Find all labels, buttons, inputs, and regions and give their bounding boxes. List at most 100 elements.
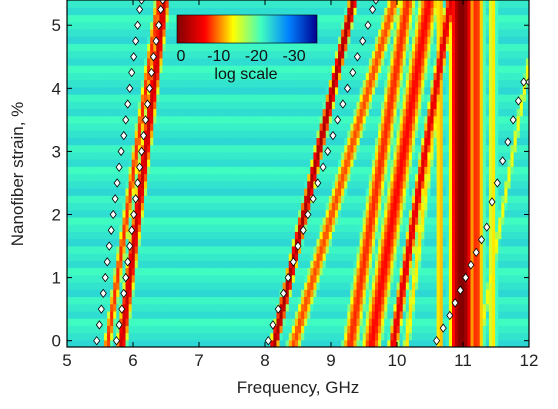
heatmap-cell <box>128 281 133 290</box>
heatmap-cell <box>519 289 524 297</box>
heatmap-cell <box>242 310 247 319</box>
heatmap-cell <box>202 231 207 240</box>
heatmap-cell <box>159 122 164 131</box>
heatmap-cell <box>205 187 210 196</box>
heatmap-cell <box>479 180 484 189</box>
heatmap-cell <box>196 130 201 138</box>
heatmap-cell <box>230 253 234 261</box>
heatmap-cell <box>458 332 462 341</box>
heatmap-cell <box>519 318 524 326</box>
heatmap-cell <box>273 187 278 196</box>
heatmap-cell <box>479 209 484 218</box>
heatmap-cell <box>70 224 74 232</box>
heatmap-cell <box>97 216 102 225</box>
heatmap-cell <box>301 332 305 341</box>
heatmap-cell <box>261 159 265 167</box>
heatmap-cell <box>242 108 247 117</box>
heatmap-cell <box>442 122 447 131</box>
heatmap-cell <box>257 318 262 326</box>
heatmap-cell <box>301 296 305 305</box>
heatmap-cell <box>177 231 182 240</box>
heatmap-cell <box>174 310 179 319</box>
heatmap-cell <box>147 173 151 182</box>
heatmap-cell <box>211 173 216 182</box>
heatmap-cell <box>393 332 398 341</box>
heatmap-cell <box>171 281 176 290</box>
heatmap-cell <box>325 122 330 131</box>
heatmap-cell <box>368 339 373 347</box>
heatmap-cell <box>88 303 93 312</box>
heatmap-cell <box>513 151 518 160</box>
heatmap-cell <box>110 289 114 297</box>
heatmap-cell <box>79 108 83 117</box>
heatmap-cell <box>331 202 336 211</box>
heatmap-cell <box>125 180 130 189</box>
heatmap-cell <box>387 224 391 232</box>
heatmap-cell <box>356 144 361 153</box>
heatmap-cell <box>159 101 164 110</box>
heatmap-cell <box>325 289 330 297</box>
heatmap-cell <box>233 260 237 269</box>
heatmap-cell <box>227 296 231 305</box>
heatmap-cell <box>214 159 219 167</box>
heatmap-cell <box>282 130 287 138</box>
heatmap-cell <box>85 209 90 218</box>
heatmap-cell <box>159 180 164 189</box>
heatmap-cell <box>147 187 151 196</box>
heatmap-cell <box>458 130 462 138</box>
heatmap-cell <box>103 130 108 138</box>
heatmap <box>67 0 529 347</box>
heatmap-cell <box>421 122 425 131</box>
heatmap-cell <box>307 332 311 341</box>
heatmap-cell <box>341 325 345 334</box>
heatmap-cell <box>196 310 201 319</box>
heatmap-cell <box>378 130 382 138</box>
heatmap-cell <box>285 151 290 160</box>
heatmap-cell <box>322 260 327 269</box>
heatmap-cell <box>381 195 385 204</box>
heatmap-cell <box>134 115 139 124</box>
heatmap-cell <box>316 224 321 232</box>
heatmap-cell <box>479 115 484 124</box>
heatmap-cell <box>433 281 438 290</box>
heatmap-cell <box>353 187 358 196</box>
heatmap-cell <box>221 144 225 153</box>
heatmap-cell <box>76 289 80 297</box>
heatmap-cell <box>356 137 361 146</box>
heatmap-cell <box>113 245 117 254</box>
heatmap-cell <box>153 303 157 312</box>
heatmap-cell <box>313 267 318 276</box>
heatmap-cell <box>304 122 308 131</box>
heatmap-cell <box>399 281 404 290</box>
heatmap-cell <box>501 166 505 175</box>
heatmap-cell <box>276 238 281 247</box>
heatmap-cell <box>140 281 145 290</box>
heatmap-cell <box>433 166 438 175</box>
heatmap-cell <box>91 231 96 240</box>
heatmap-cell <box>233 166 237 175</box>
heatmap-cell <box>230 224 234 232</box>
heatmap-cell <box>482 310 487 319</box>
heatmap-cell <box>73 238 77 247</box>
heatmap-cell <box>134 130 139 138</box>
heatmap-cell <box>338 187 342 196</box>
heatmap-cell <box>485 267 490 276</box>
heatmap-cell <box>476 180 481 189</box>
heatmap-cell <box>510 130 515 138</box>
heatmap-cell <box>184 325 188 334</box>
heatmap-cell <box>393 224 398 232</box>
heatmap-cell <box>70 238 74 247</box>
heatmap-cell <box>350 137 355 146</box>
heatmap-cell <box>122 332 127 341</box>
heatmap-cell <box>254 325 259 334</box>
heatmap-cell <box>356 310 361 319</box>
heatmap-cell <box>261 296 265 305</box>
heatmap-cell <box>307 122 311 131</box>
heatmap-cell <box>168 296 173 305</box>
heatmap-cell <box>282 151 287 160</box>
heatmap-cell <box>217 260 222 269</box>
heatmap-cell <box>94 151 99 160</box>
heatmap-cell <box>122 144 127 153</box>
heatmap-cell <box>70 231 74 240</box>
heatmap-cell <box>375 137 379 146</box>
